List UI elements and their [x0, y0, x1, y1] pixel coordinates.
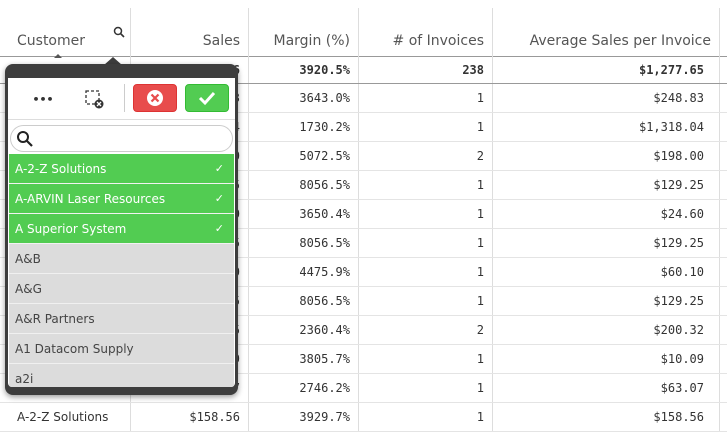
cell-avg: $24.60 [493, 200, 720, 228]
checkmark-icon [198, 91, 216, 106]
listbox-item-label: a2i [15, 371, 34, 386]
cell-invoices: 1 [359, 84, 493, 112]
popover-arrow [104, 57, 122, 65]
toolbar-divider [124, 84, 125, 112]
cell-avg: $10.09 [493, 345, 720, 373]
listbox-item[interactable]: A&B [9, 244, 234, 274]
table-row[interactable]: A-2-Z Solutions $158.56 3929.7% 1 $158.56 [0, 403, 727, 432]
cell-invoices: 2 [359, 316, 493, 344]
cell-margin: 3929.7% [249, 403, 359, 431]
listbox-item-label: A-2-Z Solutions [15, 161, 107, 176]
cell-margin: 8056.5% [249, 287, 359, 315]
header-margin[interactable]: Margin (%) [249, 8, 359, 57]
cell-invoices: 2 [359, 142, 493, 170]
cell-invoices: 1 [359, 374, 493, 402]
cell-avg: $158.56 [493, 403, 720, 431]
listbox-item[interactable]: a2i [9, 364, 234, 387]
cell-avg: $1,318.04 [493, 113, 720, 141]
cell-margin: 2360.4% [249, 316, 359, 344]
listbox-item-label: A1 Datacom Supply [15, 341, 134, 356]
table-header: Customer Sales Margin (%) # of Invoices … [0, 0, 727, 58]
header-label: Customer [17, 33, 86, 49]
cell-margin: 1730.2% [249, 113, 359, 141]
cell-invoices: 1 [359, 171, 493, 199]
selected-check-icon: ✓ [214, 222, 224, 235]
header-customer[interactable]: Customer [0, 8, 131, 58]
selection-toolbar: ••• [8, 78, 235, 120]
cell-sales: $158.56 [131, 403, 249, 431]
cell-avg: $60.10 [493, 258, 720, 286]
selected-check-icon: ✓ [214, 162, 224, 175]
cell-margin: 3650.4% [249, 200, 359, 228]
clear-selection-button[interactable] [82, 86, 108, 112]
cell-invoices: 1 [359, 403, 493, 431]
selection-popover: ••• A-2-Z Solutions ✓ A-ARVIN Laser Resour… [5, 64, 238, 395]
cell-invoices: 1 [359, 345, 493, 373]
confirm-selection-button[interactable] [185, 84, 229, 112]
header-label: # of Invoices [392, 33, 484, 49]
totals-avg: $1,277.65 [493, 57, 720, 83]
cell-avg: $200.32 [493, 316, 720, 344]
listbox-item-label: A&B [15, 251, 41, 266]
cancel-icon [147, 90, 163, 106]
clear-selection-icon [85, 90, 104, 109]
selected-check-icon: ✓ [214, 192, 224, 205]
listbox-item[interactable]: A&R Partners [9, 304, 234, 334]
cell-invoices: 1 [359, 200, 493, 228]
listbox-item-label: A Superior System [15, 221, 127, 236]
header-label: Average Sales per Invoice [529, 33, 711, 49]
listbox-search-input[interactable] [10, 125, 233, 152]
cell-avg: $63.07 [493, 374, 720, 402]
cell-avg: $248.83 [493, 84, 720, 112]
search-icon[interactable] [113, 26, 125, 42]
cell-margin: 3643.0% [249, 84, 359, 112]
header-label: Sales [202, 33, 240, 49]
cell-avg: $129.25 [493, 171, 720, 199]
cell-margin: 8056.5% [249, 229, 359, 257]
listbox-item-label: A-ARVIN Laser Resources [15, 191, 166, 206]
cell-customer: A-2-Z Solutions [0, 403, 131, 431]
more-options-button[interactable]: ••• [32, 92, 54, 106]
listbox-item-label: A&G [15, 281, 42, 296]
header-sales[interactable]: Sales [131, 8, 249, 57]
listbox-item[interactable]: A-ARVIN Laser Resources ✓ [9, 184, 234, 214]
cell-margin: 8056.5% [249, 171, 359, 199]
cell-margin: 4475.9% [249, 258, 359, 286]
listbox-item-label: A&R Partners [15, 311, 95, 326]
header-avg-sales[interactable]: Average Sales per Invoice [493, 8, 720, 57]
header-label: Margin (%) [273, 33, 351, 49]
cell-avg: $129.25 [493, 229, 720, 257]
listbox-item[interactable]: A-2-Z Solutions ✓ [9, 154, 234, 184]
cell-avg: $129.25 [493, 287, 720, 315]
cell-avg: $198.00 [493, 142, 720, 170]
cell-invoices: 1 [359, 229, 493, 257]
search-icon [17, 131, 33, 147]
listbox-item[interactable]: A Superior System ✓ [9, 214, 234, 244]
search-field[interactable] [37, 129, 227, 148]
listbox-items: A-2-Z Solutions ✓ A-ARVIN Laser Resources ✓… [8, 154, 235, 387]
listbox-item[interactable]: A1 Datacom Supply [9, 334, 234, 364]
cell-margin: 2746.2% [249, 374, 359, 402]
cancel-selection-button[interactable] [133, 84, 177, 112]
totals-margin: 3920.5% [249, 57, 359, 83]
listbox-item[interactable]: A&G [9, 274, 234, 304]
sort-indicator-icon [54, 54, 62, 58]
cell-invoices: 1 [359, 258, 493, 286]
cell-invoices: 1 [359, 113, 493, 141]
cell-margin: 3805.7% [249, 345, 359, 373]
totals-invoices: 238 [359, 57, 493, 83]
cell-invoices: 1 [359, 287, 493, 315]
header-invoices[interactable]: # of Invoices [359, 8, 493, 57]
cell-margin: 5072.5% [249, 142, 359, 170]
